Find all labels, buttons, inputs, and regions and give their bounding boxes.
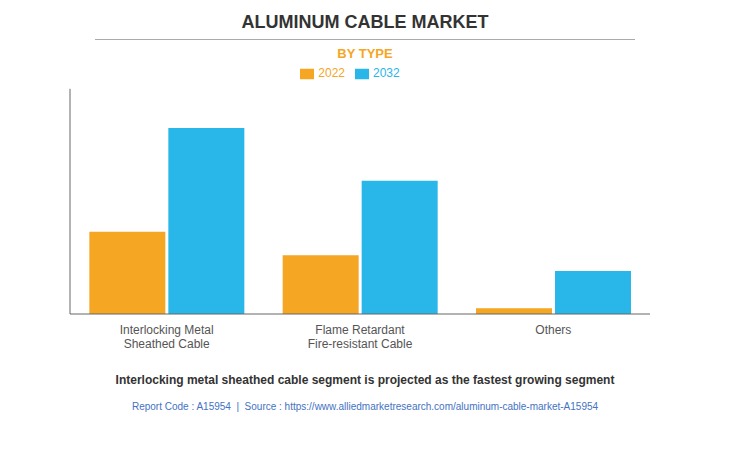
svg-text:Flame RetardantFire-resistant: Flame RetardantFire-resistant Cable bbox=[308, 323, 413, 351]
html-text:2022: 2022 bbox=[318, 66, 345, 80]
svg-text:Others: Others bbox=[535, 323, 571, 337]
svg-text:Interlocking MetalSheathed Cab: Interlocking MetalSheathed Cable bbox=[120, 323, 214, 351]
html-text:BY TYPE: BY TYPE bbox=[337, 46, 393, 61]
html-text:2032: 2032 bbox=[373, 66, 400, 80]
html-text:ALUMINUM CABLE MARKET: ALUMINUM CABLE MARKET bbox=[241, 12, 489, 32]
html-text:Interlocking metal sheathed ca: Interlocking metal sheathed cable segmen… bbox=[115, 373, 615, 387]
html-text:Report Code : A15954 | Source: Report Code : A15954 | Source : https://… bbox=[131, 401, 599, 412]
